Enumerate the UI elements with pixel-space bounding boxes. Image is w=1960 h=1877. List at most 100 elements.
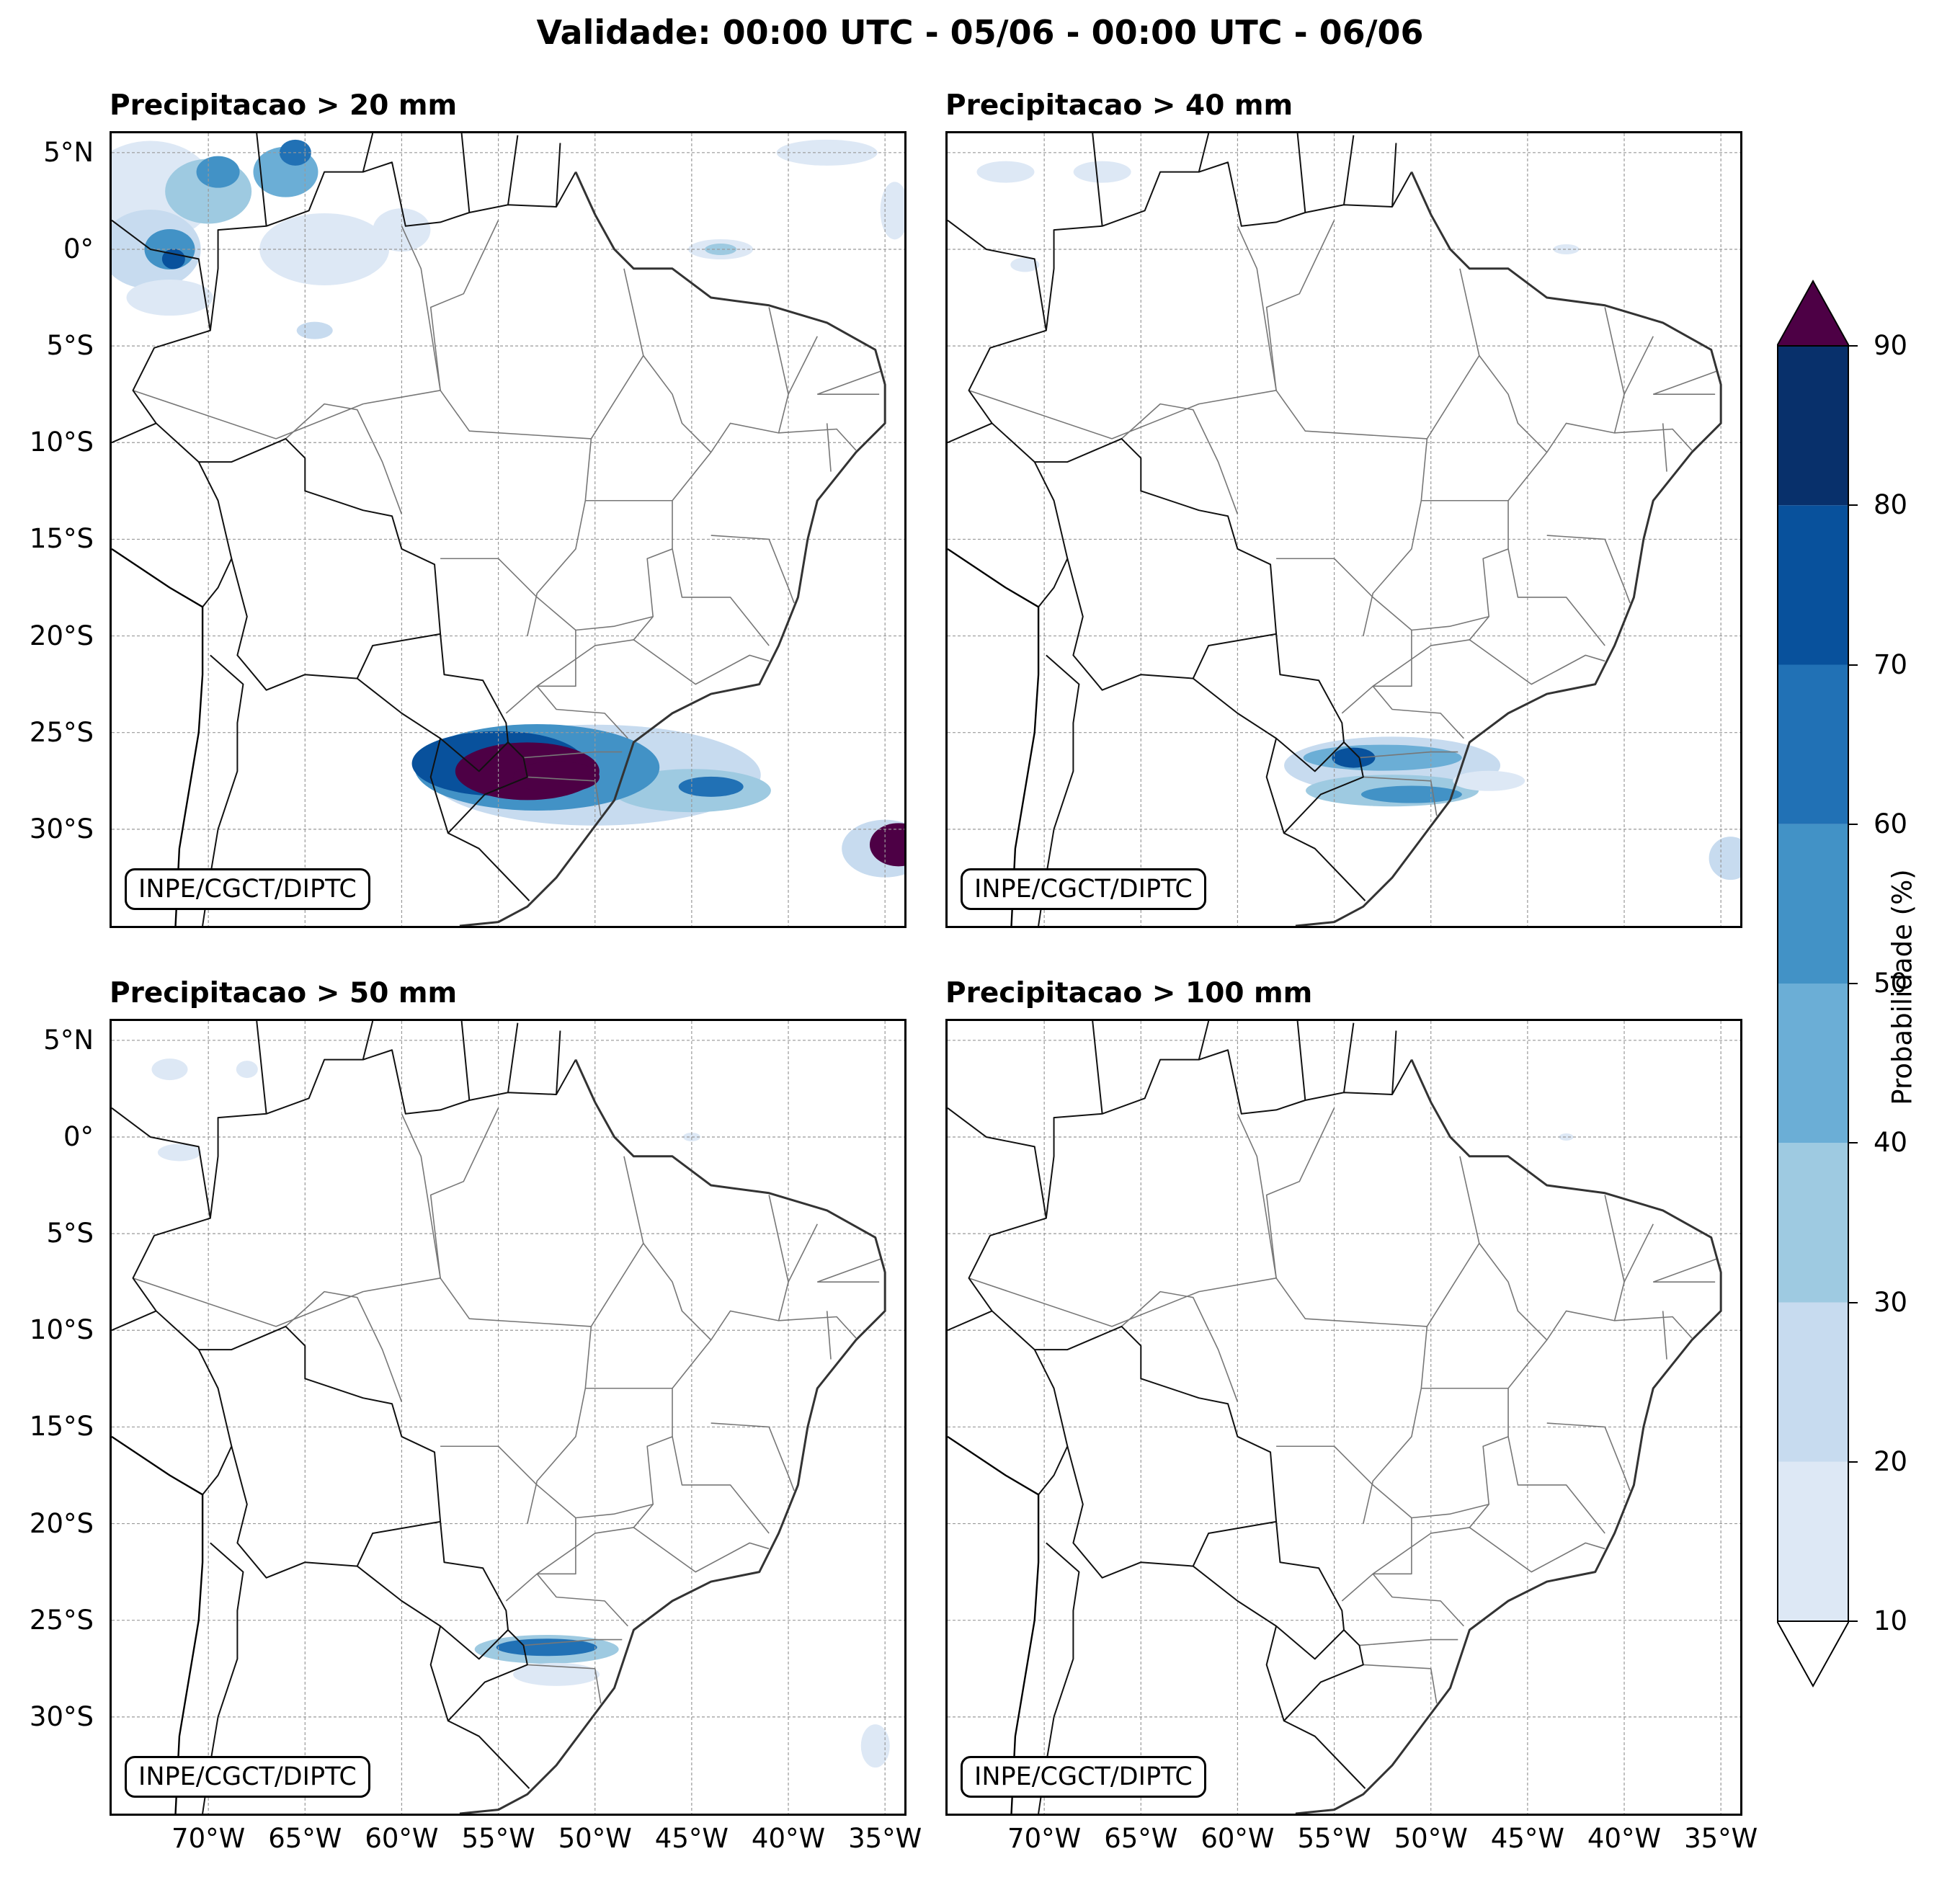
longitude-label: 55°W — [1297, 1823, 1371, 1854]
state-border — [133, 1278, 592, 1327]
state-border — [1372, 685, 1464, 739]
state-border — [536, 639, 634, 687]
longitude-label: 70°W — [172, 1823, 246, 1854]
colorbar-segment — [1777, 505, 1849, 665]
state-border — [710, 307, 789, 453]
probability-area — [976, 161, 1035, 183]
state-border — [826, 423, 832, 472]
colorbar-tick-label: 80 — [1874, 489, 1908, 521]
latitude-label: 5°N — [43, 1024, 94, 1056]
state-border — [643, 1243, 712, 1389]
probability-area — [1303, 744, 1462, 771]
coastline — [459, 171, 886, 926]
colorbar-tick-mark — [1849, 983, 1858, 984]
longitude-label: 50°W — [1394, 1823, 1468, 1854]
longitude-label: 70°W — [1007, 1823, 1082, 1854]
state-border — [527, 1664, 602, 1704]
country-border — [556, 1030, 561, 1095]
state-border — [1276, 499, 1509, 631]
state-border — [672, 1436, 770, 1534]
latitude-label: 0° — [63, 1120, 94, 1152]
colorbar-tick-mark — [1849, 345, 1858, 347]
longitude-label: 50°W — [558, 1823, 632, 1854]
country-border — [1092, 133, 1103, 226]
latitude-label: 5°S — [46, 330, 94, 362]
colorbar-tick-mark — [1849, 1620, 1858, 1622]
state-border — [1363, 438, 1428, 636]
map-panel-40mm: INPE/CGCT/DIPTC — [945, 131, 1742, 928]
country-border — [460, 1021, 471, 1101]
state-border — [1359, 751, 1458, 759]
panel-title-20mm: Precipitacao > 20 mm — [110, 89, 458, 122]
state-border — [285, 1290, 403, 1402]
country-border — [1066, 558, 1277, 691]
state-border — [1652, 370, 1718, 395]
longitude-label: 65°W — [1104, 1823, 1178, 1854]
state-border — [536, 1573, 628, 1627]
state-border — [527, 438, 592, 636]
coastline — [948, 548, 1040, 926]
state-border — [1662, 423, 1667, 472]
state-border — [1623, 1223, 1654, 1283]
state-border — [1662, 1311, 1667, 1360]
country-border — [948, 422, 993, 444]
country-border — [1193, 1565, 1345, 1660]
colorbar-tick-label: 90 — [1874, 330, 1908, 361]
colorbar-segment — [1777, 664, 1849, 824]
country-border — [948, 1310, 993, 1332]
map-panel-20mm: INPE/CGCT/DIPTC — [110, 131, 906, 928]
longitude-label: 60°W — [1200, 1823, 1275, 1854]
state-border — [440, 499, 673, 631]
state-border — [1507, 1436, 1605, 1534]
probability-area — [236, 1061, 258, 1079]
probability-area — [869, 823, 904, 867]
state-border — [1426, 1156, 1480, 1327]
latitude-label: 25°S — [29, 716, 94, 748]
state-border — [1121, 1290, 1239, 1402]
colorbar-segment — [1777, 1143, 1849, 1303]
state-border — [1507, 548, 1605, 646]
longitude-label: 40°W — [751, 1823, 826, 1854]
longitude-label: 45°W — [654, 1823, 729, 1854]
country-border — [197, 1349, 233, 1495]
colorbar-extend-min — [1777, 1620, 1849, 1688]
brazil-border — [968, 161, 1412, 901]
credit-label: INPE/CGCT/DIPTC — [125, 1756, 370, 1798]
country-border — [1391, 143, 1397, 208]
country-border — [256, 133, 267, 226]
state-border — [1546, 1195, 1625, 1341]
country-border — [460, 133, 471, 213]
probability-area — [126, 280, 213, 316]
latitude-label: 15°S — [29, 523, 94, 555]
probability-area — [1073, 161, 1131, 183]
coastline — [459, 1059, 886, 1814]
probability-area — [157, 1143, 201, 1162]
state-border — [401, 1113, 441, 1278]
state-border — [710, 535, 795, 604]
latitude-label: 5°N — [43, 136, 94, 168]
figure-title: Validade: 00:00 UTC - 05/06 - 00:00 UTC … — [536, 13, 1424, 52]
country-border — [429, 738, 449, 834]
colorbar-tick-label: 70 — [1874, 648, 1908, 680]
latitude-label: 15°S — [29, 1411, 94, 1443]
country-border — [1033, 1349, 1069, 1495]
longitude-label: 40°W — [1587, 1823, 1662, 1854]
country-border — [948, 1107, 1047, 1218]
country-border — [231, 1445, 441, 1579]
state-border — [788, 336, 818, 395]
probability-area — [1453, 770, 1525, 791]
country-border — [362, 1021, 374, 1060]
colorbar-tick-label: 50 — [1874, 968, 1908, 999]
country-border — [1265, 1626, 1285, 1721]
map-panel-100mm: INPE/CGCT/DIPTC — [945, 1019, 1742, 1816]
state-border — [1652, 1258, 1718, 1283]
colorbar-title: Probabilidade (%) — [1886, 869, 1918, 1105]
state-border — [816, 370, 882, 395]
state-border — [1546, 307, 1625, 453]
state-border — [1372, 1527, 1470, 1574]
colorbar-tick-mark — [1849, 1461, 1858, 1463]
state-border — [1546, 535, 1631, 604]
colorbar-segment — [1777, 346, 1849, 506]
probability-area — [513, 1662, 600, 1686]
state-border — [505, 630, 576, 714]
